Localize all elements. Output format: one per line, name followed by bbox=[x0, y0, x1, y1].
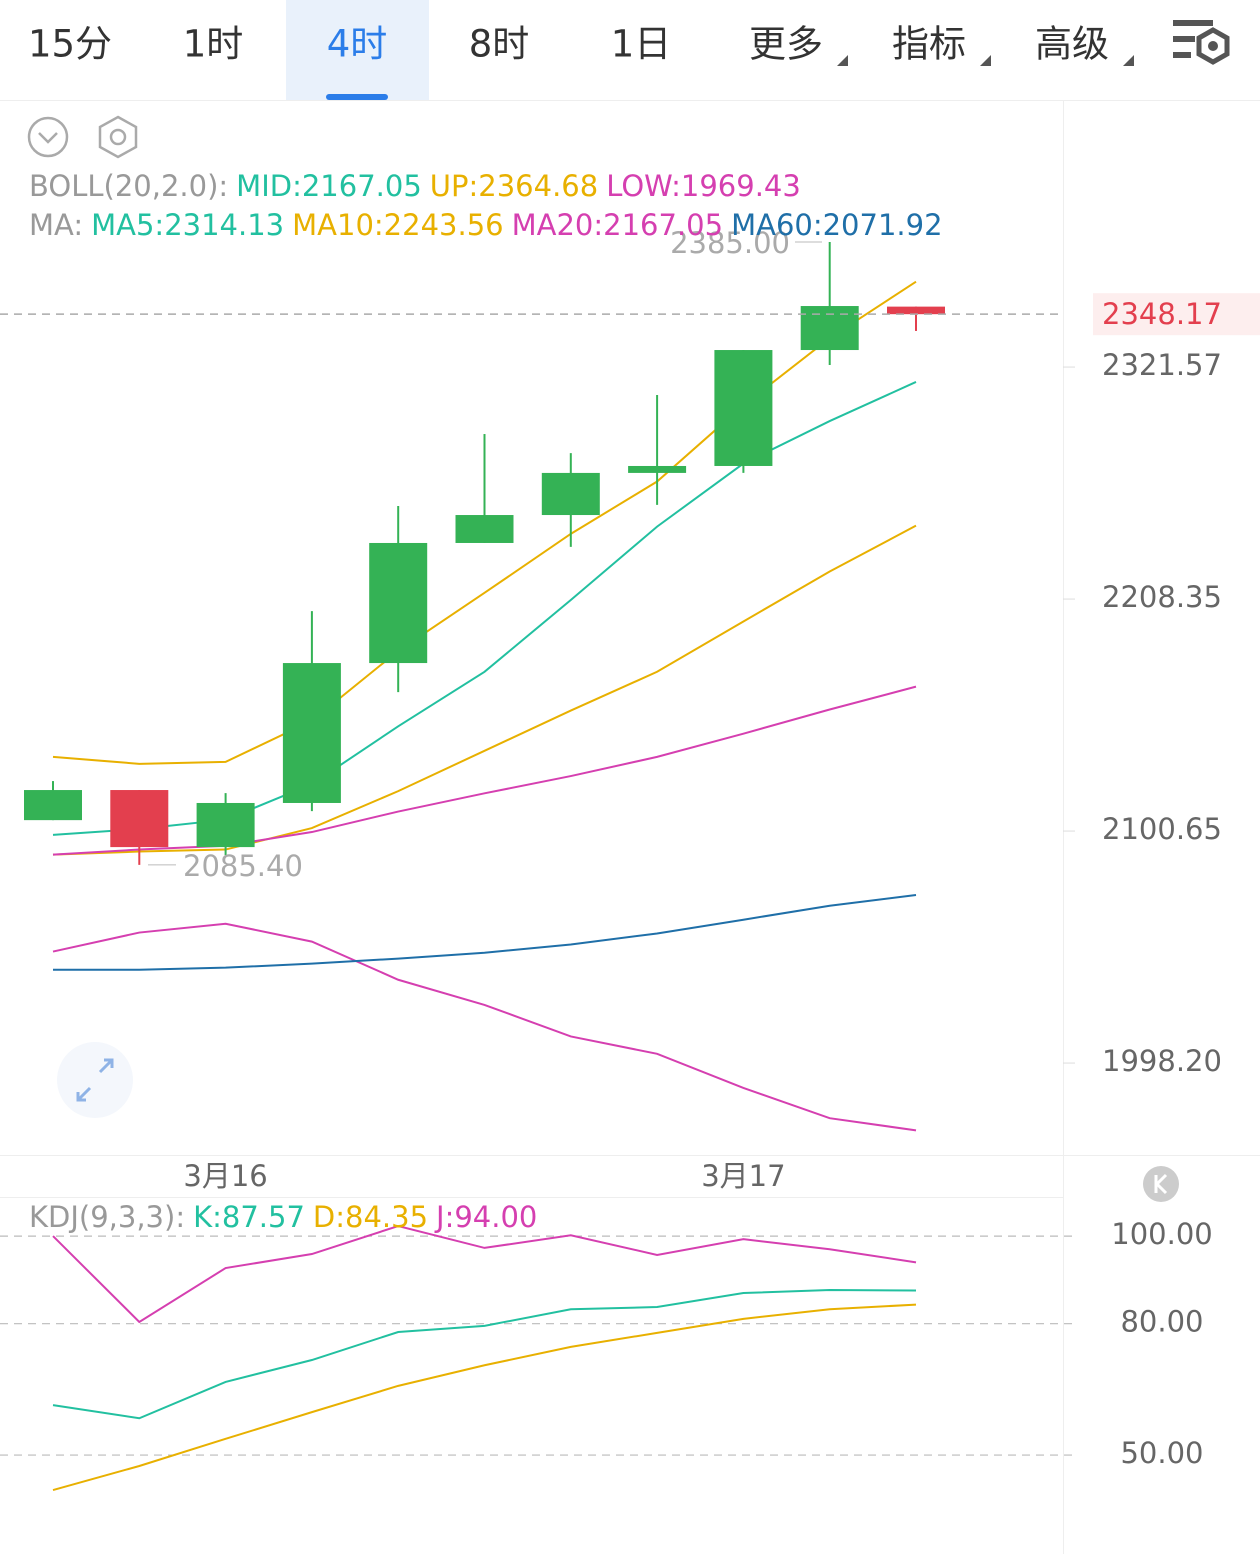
legend-item: MID:2167.05 bbox=[236, 169, 422, 203]
candle-body bbox=[714, 350, 773, 466]
y-tick-label: 2321.57 bbox=[1102, 348, 1222, 382]
legend-row: KDJ(9,3,3): K:87.57 D:84.35 J:94.00 bbox=[29, 1200, 537, 1234]
legend-row: BOLL(20,2.0): MID:2167.05 UP:2364.68 LOW:19… bbox=[29, 169, 801, 203]
legend-prefix: BOLL(20,2.0): bbox=[29, 169, 228, 203]
legend-prefix: KDJ(9,3,3): bbox=[29, 1200, 185, 1234]
legend-item: MA20:2167.05 bbox=[512, 208, 723, 242]
y-tick-label: 100.00 bbox=[1111, 1217, 1212, 1251]
x-tick-label: 3月16 bbox=[183, 1159, 267, 1193]
indicator-line bbox=[52, 1224, 917, 1324]
candle-body bbox=[282, 663, 341, 803]
legend-item: J:94.00 bbox=[434, 1200, 537, 1234]
candle-body bbox=[110, 790, 169, 848]
legend-item: UP:2364.68 bbox=[430, 169, 598, 203]
tab-indicator bbox=[326, 94, 388, 100]
indicator-line bbox=[52, 1288, 917, 1420]
indicator-line bbox=[53, 893, 917, 971]
candle-body bbox=[455, 515, 514, 543]
collapse-icon[interactable] bbox=[27, 116, 69, 158]
k-icon[interactable] bbox=[1143, 1166, 1179, 1202]
legend-item: MA10:2243.56 bbox=[292, 208, 503, 242]
candle-body bbox=[196, 802, 255, 848]
tab-selected-bg bbox=[286, 0, 429, 100]
tab[interactable]: 更多 bbox=[749, 23, 823, 66]
tab[interactable]: 8时 bbox=[469, 23, 530, 66]
dropdown-arrows bbox=[837, 55, 1134, 66]
legend-item: D:84.35 bbox=[313, 1200, 428, 1234]
low-label: 2085.40 bbox=[183, 849, 303, 883]
indicator-line bbox=[52, 922, 917, 1132]
y-tick-label: 50.00 bbox=[1120, 1436, 1203, 1470]
y-tick-label: 1998.20 bbox=[1102, 1044, 1222, 1078]
indicator-line bbox=[52, 685, 917, 856]
tab[interactable]: 1日 bbox=[611, 23, 672, 66]
tab[interactable]: 15分 bbox=[28, 23, 112, 66]
legend-item: MA5:2314.13 bbox=[91, 208, 284, 242]
tab[interactable]: 4时 bbox=[327, 23, 388, 66]
legend-row: MA: MA5:2314.13 MA10:2243.56 MA20:2167.05 MA… bbox=[29, 208, 943, 242]
legend-prefix: MA: bbox=[29, 208, 83, 242]
indicator-line bbox=[52, 1303, 917, 1492]
current-price-bg bbox=[1093, 293, 1260, 336]
legend-item: MA60:2071.92 bbox=[731, 208, 942, 242]
candle-body bbox=[628, 465, 687, 473]
candle-body bbox=[887, 306, 945, 315]
y-tick-label: 2208.35 bbox=[1102, 580, 1222, 614]
tab[interactable]: 指标 bbox=[892, 23, 966, 66]
x-tick-label: 3月17 bbox=[701, 1159, 785, 1193]
candle-body bbox=[369, 542, 428, 664]
tab[interactable]: 1时 bbox=[183, 23, 244, 66]
legend-item: K:87.57 bbox=[193, 1200, 305, 1234]
indicator-line bbox=[52, 524, 917, 856]
candle-body bbox=[541, 472, 600, 516]
high-label: 2385.00 bbox=[670, 226, 790, 260]
current-price-label: 2348.17 bbox=[1102, 297, 1222, 331]
candle-body bbox=[800, 306, 859, 351]
candle-body bbox=[24, 790, 82, 821]
y-tick-label: 80.00 bbox=[1120, 1305, 1203, 1339]
y-tick-label: 2100.65 bbox=[1102, 812, 1222, 846]
legend-item: LOW:1969.43 bbox=[606, 169, 801, 203]
settings-icon[interactable] bbox=[1173, 20, 1230, 65]
expand-icon[interactable] bbox=[57, 1042, 133, 1118]
hexagon-icon[interactable] bbox=[98, 115, 138, 159]
tab[interactable]: 高级 bbox=[1035, 23, 1109, 66]
